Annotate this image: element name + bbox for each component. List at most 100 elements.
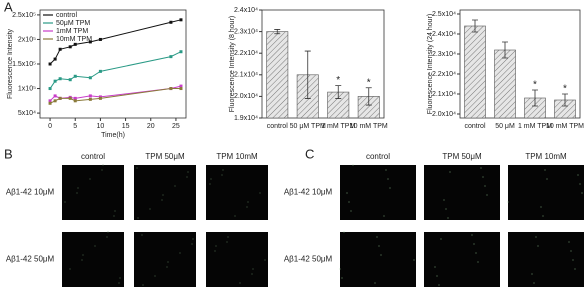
speck xyxy=(149,208,151,210)
y-axis-label: Fluorescence Intensity xyxy=(7,28,14,99)
speck xyxy=(383,215,385,217)
speck xyxy=(385,169,387,171)
data-point xyxy=(88,76,92,80)
speck xyxy=(226,241,228,243)
speck xyxy=(577,174,579,176)
significance-mark: * xyxy=(563,84,567,95)
row-label: Aβ1-42 50μM xyxy=(284,255,333,264)
data-point xyxy=(88,97,92,101)
micrograph xyxy=(206,232,268,287)
row-label: Aβ1-42 50μM xyxy=(6,255,55,264)
speck xyxy=(264,259,266,261)
speck xyxy=(114,210,116,212)
y-tick-label: 2.4x10⁴ xyxy=(432,31,456,38)
speck xyxy=(221,174,223,176)
speck xyxy=(94,245,96,247)
speck xyxy=(436,275,438,277)
y-tick-label: 2.4x10⁴ xyxy=(234,7,258,14)
speck xyxy=(443,199,445,201)
speck xyxy=(191,243,193,245)
speck xyxy=(247,201,249,203)
speck xyxy=(76,192,78,194)
speck xyxy=(544,169,546,171)
y-axis-label: Fluorescence Intensity (8 hour) xyxy=(229,16,236,113)
data-point xyxy=(58,96,62,100)
speck xyxy=(473,243,475,245)
speck xyxy=(119,277,121,279)
speck xyxy=(341,277,343,279)
y-tick-label: 2.0x10⁴ xyxy=(234,93,258,100)
speck xyxy=(507,201,509,203)
y-tick-label: 2.1x10⁴ xyxy=(234,72,258,79)
y-tick-label: 2.5x10⁵ xyxy=(12,12,36,19)
micrograph xyxy=(62,165,124,220)
error-bar xyxy=(304,50,311,99)
speck xyxy=(374,282,376,284)
micrograph xyxy=(508,232,584,287)
speck xyxy=(252,268,254,270)
data-point xyxy=(58,77,62,81)
x-tick-label: 50 μM TPM xyxy=(290,123,326,130)
speck xyxy=(339,268,341,270)
speck xyxy=(251,273,253,275)
data-point xyxy=(53,99,57,103)
speck xyxy=(440,238,442,240)
speck xyxy=(579,183,581,185)
speck xyxy=(246,206,248,208)
data-point xyxy=(169,20,173,24)
x-tick-label: 10 mM TPM xyxy=(546,123,584,130)
data-point xyxy=(88,94,92,98)
data-point xyxy=(179,87,183,91)
panel-letter: A xyxy=(4,0,13,14)
data-point xyxy=(73,74,77,78)
panel-letter: B xyxy=(4,146,13,161)
speck xyxy=(227,236,229,238)
data-point xyxy=(88,40,92,44)
speck xyxy=(568,241,570,243)
error-bar xyxy=(335,85,342,99)
column-label: TPM 50μM xyxy=(145,152,185,161)
y-tick-label: 2x10⁵ xyxy=(18,36,36,43)
speck xyxy=(64,201,66,203)
speck xyxy=(387,178,389,180)
y-tick-label: 2.5x10⁴ xyxy=(432,11,456,18)
speck xyxy=(136,167,138,169)
speck xyxy=(106,236,108,238)
speck xyxy=(480,167,482,169)
data-point xyxy=(169,55,173,59)
speck xyxy=(239,282,241,284)
speck xyxy=(166,266,168,268)
column-label: TPM 50μM xyxy=(442,152,482,161)
data-point xyxy=(179,18,183,22)
micrograph xyxy=(62,232,124,287)
panel-letter: C xyxy=(305,146,314,161)
speck xyxy=(348,201,350,203)
micrograph xyxy=(134,232,196,287)
micrograph xyxy=(424,232,500,287)
x-tick-label: 10 xyxy=(97,123,105,130)
column-label: TPM 10mM xyxy=(525,152,567,161)
data-point xyxy=(98,69,102,73)
speck xyxy=(209,183,211,185)
speck xyxy=(376,236,378,238)
speck xyxy=(69,268,71,270)
speck xyxy=(102,164,104,166)
x-tick-label: 5 xyxy=(73,123,77,130)
speck xyxy=(186,176,188,178)
speck xyxy=(346,192,348,194)
y-tick-label: 2.3x10⁴ xyxy=(234,28,258,35)
micrograph xyxy=(340,232,416,287)
data-point xyxy=(73,96,77,100)
y-tick-label: 2.2x10⁴ xyxy=(432,71,456,78)
speck xyxy=(484,185,486,187)
speck xyxy=(531,273,533,275)
data-point xyxy=(73,42,77,46)
data-point xyxy=(53,79,57,83)
speck xyxy=(471,234,473,236)
speck xyxy=(546,178,548,180)
y-tick-label: 5x10⁴ xyxy=(18,110,36,117)
data-point xyxy=(98,37,102,41)
speck xyxy=(154,275,156,277)
column-label: control xyxy=(366,152,390,161)
x-tick-label: 50 μM xyxy=(495,123,515,130)
